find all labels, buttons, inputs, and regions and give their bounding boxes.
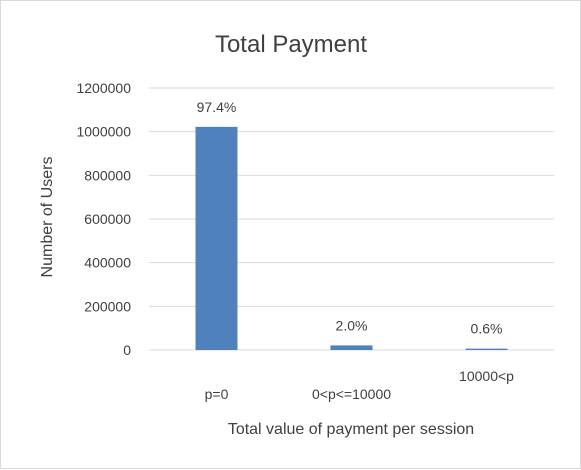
data-labels: 97.4% 2.0% 0.6% <box>197 99 503 337</box>
x-axis-label: Total value of payment per session <box>228 421 474 438</box>
x-axis-categories: p=0 0<p<=10000 10000<p <box>205 368 515 402</box>
bar <box>195 126 238 350</box>
x-category-label: p=0 <box>205 386 229 402</box>
data-label: 0.6% <box>471 321 503 337</box>
chart-title: Total Payment <box>215 31 367 58</box>
data-label: 2.0% <box>336 317 368 333</box>
y-tick-label: 1200000 <box>76 80 131 96</box>
bars <box>195 126 508 350</box>
y-axis-label: Number of Users <box>39 157 56 278</box>
y-tick-label: 0 <box>123 342 131 358</box>
y-tick-label: 600000 <box>84 211 131 227</box>
y-tick-label: 400000 <box>84 255 131 271</box>
y-axis-ticks: 0 200000 400000 600000 800000 1000000 1200000 <box>76 80 131 358</box>
bar <box>465 348 508 350</box>
y-tick-label: 800000 <box>84 167 131 183</box>
bar <box>330 345 373 350</box>
x-category-label: 10000<p <box>459 368 514 384</box>
y-tick-label: 200000 <box>84 298 131 314</box>
x-category-label: 0<p<=10000 <box>312 386 391 402</box>
data-label: 97.4% <box>197 99 237 115</box>
y-tick-label: 1000000 <box>76 124 131 140</box>
